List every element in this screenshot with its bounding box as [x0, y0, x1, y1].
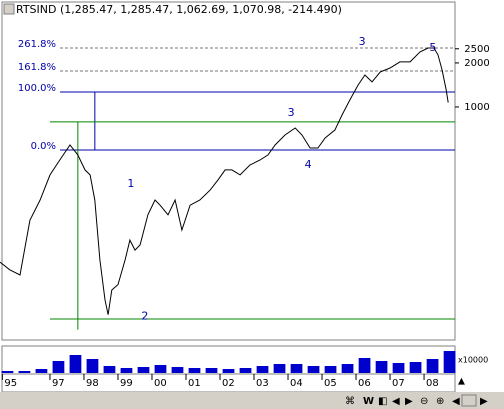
x-tick-label: 95: [4, 378, 17, 389]
x-tick-label: 01: [188, 378, 201, 389]
wave-label: 1: [127, 177, 134, 190]
y-tick-label: 2000: [464, 58, 489, 69]
x-tick-label: 99: [120, 378, 133, 389]
toolbar: ⌘ W ◧ ◀ ▶ ⊖ ⊕ ◀ ▶: [345, 394, 488, 407]
volume-bar: [188, 368, 201, 373]
y-tick-label: 1000: [464, 102, 489, 113]
volume-bar: [103, 366, 116, 373]
tool-icon[interactable]: ⊕: [436, 396, 444, 407]
price-line: [0, 47, 449, 315]
wave-label: 5: [429, 41, 436, 54]
x-tick-label: 03: [256, 378, 269, 389]
tool-icon[interactable]: ▶: [405, 396, 413, 407]
volume-bar: [86, 359, 99, 373]
volume-bar: [69, 355, 82, 373]
status-bar: [0, 392, 504, 409]
volume-bar: [171, 367, 184, 373]
volume-bar: [18, 371, 31, 373]
chart-title: RTSIND (1,285.47, 1,285.47, 1,062.69, 1,…: [16, 3, 342, 16]
volume-bar: [205, 368, 218, 373]
x-tick-label: 04: [290, 378, 303, 389]
volume-bar: [52, 361, 65, 373]
tool-icon[interactable]: ▶: [480, 396, 488, 407]
volume-bar: [222, 369, 235, 373]
volume-bar: [256, 366, 269, 373]
tool-icon[interactable]: ◧: [378, 396, 387, 407]
wave-label: 3: [288, 106, 295, 119]
x-tick-label: 08: [426, 378, 439, 389]
volume-bar: [120, 368, 133, 373]
fib-label: 161.8%: [18, 62, 56, 73]
volume-bar: [426, 359, 439, 373]
price-panel: [1, 1, 456, 341]
x-tick-label: 97: [52, 378, 65, 389]
scroll-arrow[interactable]: ▲: [458, 377, 465, 387]
wave-label: 2: [141, 309, 148, 322]
tool-icon[interactable]: ◀: [452, 396, 460, 407]
volume-bar: [154, 365, 167, 373]
volume-bar: [392, 363, 405, 373]
volume-bar: [239, 368, 252, 373]
x-tick-label: 98: [86, 378, 99, 389]
x-tick-label: 07: [392, 378, 405, 389]
volume-bar: [375, 361, 388, 373]
volume-bar: [358, 358, 371, 373]
y-tick-label: 2500: [464, 44, 489, 55]
volume-bar: [409, 362, 422, 373]
volume-unit: x10000: [458, 356, 488, 365]
tool-icon[interactable]: ⊖: [420, 396, 428, 407]
tool-icon[interactable]: W: [363, 396, 374, 407]
volume-bar: [35, 369, 48, 373]
volume-bar: [137, 367, 150, 373]
volume-bar: [443, 351, 456, 373]
x-tick-label: 05: [324, 378, 337, 389]
wave-label: 3: [359, 35, 366, 48]
x-tick-label: 06: [358, 378, 371, 389]
volume-bar: [324, 366, 337, 373]
tool-icon[interactable]: ⌘: [345, 396, 355, 407]
volume-bar: [341, 364, 354, 373]
scroll-thumb[interactable]: [461, 394, 477, 407]
x-tick-label: 00: [154, 378, 167, 389]
fib-label: 100.0%: [18, 83, 56, 94]
tool-icon[interactable]: ◀: [392, 396, 400, 407]
fib-label: 261.8%: [18, 39, 56, 50]
volume-bar: [307, 366, 320, 373]
volume-bar: [1, 371, 14, 373]
volume-bar: [290, 364, 303, 373]
wave-label: 4: [305, 158, 312, 171]
fib-label: 0.0%: [31, 141, 56, 152]
title-icon[interactable]: [3, 3, 15, 15]
x-tick-label: 02: [222, 378, 235, 389]
volume-bar: [273, 364, 286, 373]
